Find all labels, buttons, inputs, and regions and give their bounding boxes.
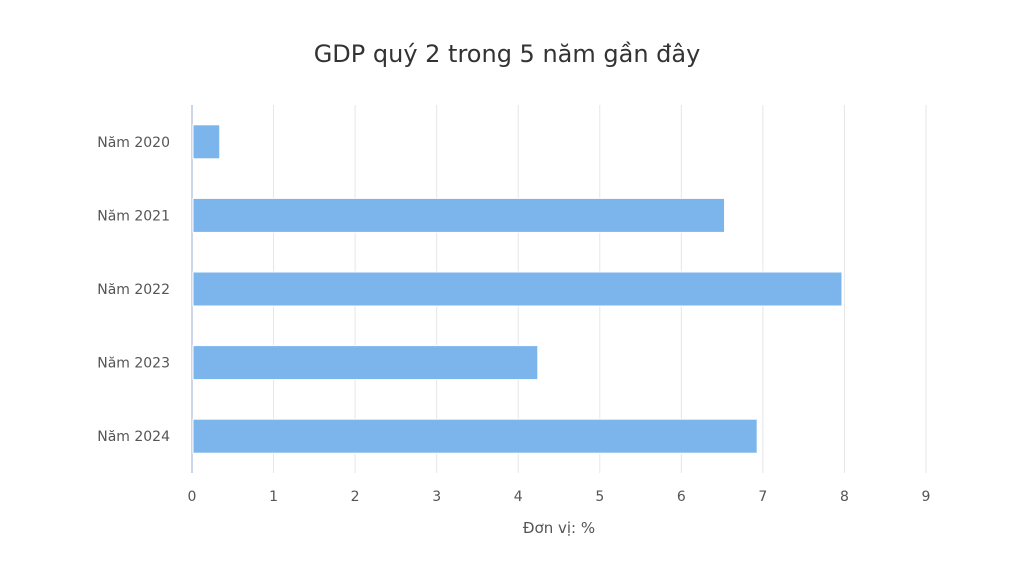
x-tick-label: 4 [514, 489, 523, 505]
bar[interactable] [192, 271, 843, 307]
x-tick-label: 1 [269, 489, 278, 505]
x-axis-label: Đơn vị: % [523, 519, 595, 537]
x-tick-label: 8 [840, 489, 849, 505]
bar[interactable] [192, 197, 726, 233]
x-tick-label: 6 [677, 489, 686, 505]
category-label: Năm 2024 [97, 429, 170, 445]
category-label: Năm 2020 [97, 135, 170, 151]
x-tick-label: 3 [432, 489, 441, 505]
chart-title: GDP quý 2 trong 5 năm gần đây [314, 40, 701, 68]
x-tick-label: 2 [351, 489, 360, 505]
x-tick-label: 9 [922, 489, 931, 505]
bar[interactable] [192, 418, 758, 454]
x-tick-label: 0 [188, 489, 197, 505]
x-tick-label: 5 [595, 489, 604, 505]
category-label: Năm 2023 [97, 356, 170, 372]
category-label: Năm 2021 [97, 208, 170, 224]
bar[interactable] [192, 345, 539, 381]
category-label: Năm 2022 [97, 282, 170, 298]
bar[interactable] [192, 124, 221, 160]
x-tick-label: 7 [758, 489, 767, 505]
